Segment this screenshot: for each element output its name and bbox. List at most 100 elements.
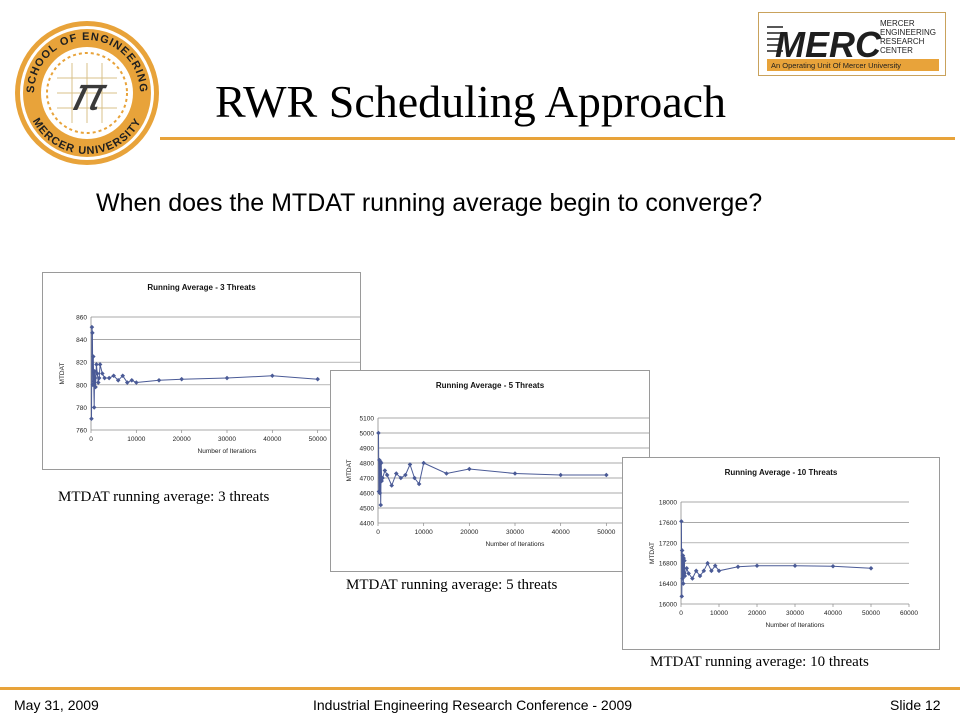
merc-logo-graphic: MERC MERCER ENGINEERING RESEARCH CENTER … xyxy=(767,19,939,71)
x-tick-label: 0 xyxy=(376,529,380,536)
chart-title: Running Average - 3 Threats xyxy=(147,283,256,292)
data-point xyxy=(115,377,121,383)
data-point xyxy=(705,560,710,566)
data-point xyxy=(179,376,184,382)
data-point xyxy=(467,466,472,472)
y-tick-label: 18000 xyxy=(659,500,677,507)
data-point xyxy=(129,377,135,383)
data-point xyxy=(95,371,100,376)
merc-logo: MERC MERCER ENGINEERING RESEARCH CENTER … xyxy=(758,12,946,76)
y-axis-label: MTDAT xyxy=(649,542,656,564)
x-tick-label: 40000 xyxy=(263,436,281,443)
x-tick-label: 0 xyxy=(89,436,93,443)
data-point xyxy=(134,380,139,385)
chart-title: Running Average - 10 Threats xyxy=(725,468,838,477)
x-tick-label: 30000 xyxy=(218,436,236,443)
slide-title: RWR Scheduling Approach xyxy=(215,76,727,127)
y-tick-label: 840 xyxy=(76,337,87,344)
chart-3-threats: Running Average - 3 Threats 760 780 800 820 8… xyxy=(42,272,361,470)
title-divider xyxy=(160,137,955,140)
data-point xyxy=(684,566,689,571)
data-point xyxy=(679,519,684,524)
data-point xyxy=(102,375,107,381)
data-point xyxy=(712,563,718,569)
seal-graphic: 𝜋 SCHOOL OF ENGINEERING MERCER UNIVERSIT… xyxy=(15,21,159,165)
data-point xyxy=(393,471,399,476)
data-point xyxy=(444,471,449,476)
series-line xyxy=(91,327,318,419)
data-point xyxy=(382,468,388,473)
y-tick-label: 16800 xyxy=(659,561,677,568)
chart-5-threats: Running Average - 5 Threats 4400 4500 4600 4… xyxy=(330,370,650,572)
y-tick-label: 4800 xyxy=(360,461,375,468)
data-point xyxy=(156,377,162,383)
y-tick-label: 780 xyxy=(76,405,87,412)
x-tick-label: 30000 xyxy=(786,610,804,617)
y-tick-label: 800 xyxy=(76,382,87,389)
school-of-engineering-seal: 𝜋 SCHOOL OF ENGINEERING MERCER UNIVERSIT… xyxy=(12,18,162,168)
data-point xyxy=(709,568,714,574)
merc-word: MERC xyxy=(775,24,882,65)
merc-line-1: MERCER xyxy=(880,19,915,28)
merc-line-4: CENTER xyxy=(880,46,913,55)
x-tick-label: 10000 xyxy=(127,436,145,443)
question-text: When does the MTDAT running average begi… xyxy=(96,189,763,217)
data-point xyxy=(681,571,687,576)
y-axis-label: MTDAT xyxy=(346,460,353,482)
data-point xyxy=(224,375,230,381)
x-tick-label: 40000 xyxy=(824,610,842,617)
data-point xyxy=(378,502,384,508)
y-tick-label: 4700 xyxy=(360,476,375,483)
data-point xyxy=(106,375,112,381)
y-tick-label: 16000 xyxy=(659,602,677,609)
x-tick-label: 50000 xyxy=(862,610,880,617)
data-point xyxy=(91,405,97,410)
data-point xyxy=(95,380,101,385)
y-tick-label: 4900 xyxy=(360,446,375,453)
y-tick-label: 4600 xyxy=(360,491,375,498)
merc-line-3: RESEARCH xyxy=(880,37,925,46)
data-point xyxy=(681,555,686,561)
y-tick-label: 5000 xyxy=(360,431,375,438)
x-axis-label: Number of Iterations xyxy=(486,541,546,548)
data-point xyxy=(91,379,97,384)
chart-10-threats: Running Average - 10 Threats 16000 16400 16… xyxy=(622,457,940,650)
data-point xyxy=(701,568,707,574)
x-axis-label: Number of Iterations xyxy=(198,448,258,455)
x-tick-label: 50000 xyxy=(309,436,327,443)
data-point xyxy=(679,594,685,599)
footer-date: May 31, 2009 xyxy=(14,697,99,713)
data-point xyxy=(89,324,95,330)
x-tick-label: 40000 xyxy=(552,529,570,536)
data-point xyxy=(377,490,383,496)
data-point xyxy=(376,430,381,436)
data-point xyxy=(604,472,609,478)
data-point xyxy=(389,483,394,488)
data-point xyxy=(100,371,105,376)
data-point xyxy=(686,571,691,576)
chart-10-threats-svg: Running Average - 10 Threats 16000 16400 16… xyxy=(649,468,918,629)
x-tick-label: 60000 xyxy=(900,610,918,617)
data-point xyxy=(682,558,687,563)
x-tick-label: 30000 xyxy=(506,529,524,536)
data-point xyxy=(315,376,320,382)
y-axis-label: MTDAT xyxy=(59,363,66,385)
data-point xyxy=(697,573,703,579)
y-tick-label: 820 xyxy=(76,360,87,367)
data-point xyxy=(421,460,426,466)
data-point xyxy=(89,416,94,421)
data-point xyxy=(754,563,760,569)
chart-3-threats-svg: Running Average - 3 Threats 760 780 800 820 8… xyxy=(59,283,360,455)
y-tick-label: 760 xyxy=(76,428,87,435)
data-point xyxy=(558,472,563,478)
data-point xyxy=(270,373,275,379)
y-tick-label: 860 xyxy=(76,315,87,322)
x-tick-label: 20000 xyxy=(748,610,766,617)
data-point xyxy=(693,568,699,574)
data-point xyxy=(403,472,408,478)
y-tick-label: 4500 xyxy=(360,506,375,513)
x-tick-label: 10000 xyxy=(415,529,433,536)
footer-divider xyxy=(0,687,960,690)
data-point xyxy=(93,384,98,390)
y-tick-label: 16400 xyxy=(659,581,677,588)
